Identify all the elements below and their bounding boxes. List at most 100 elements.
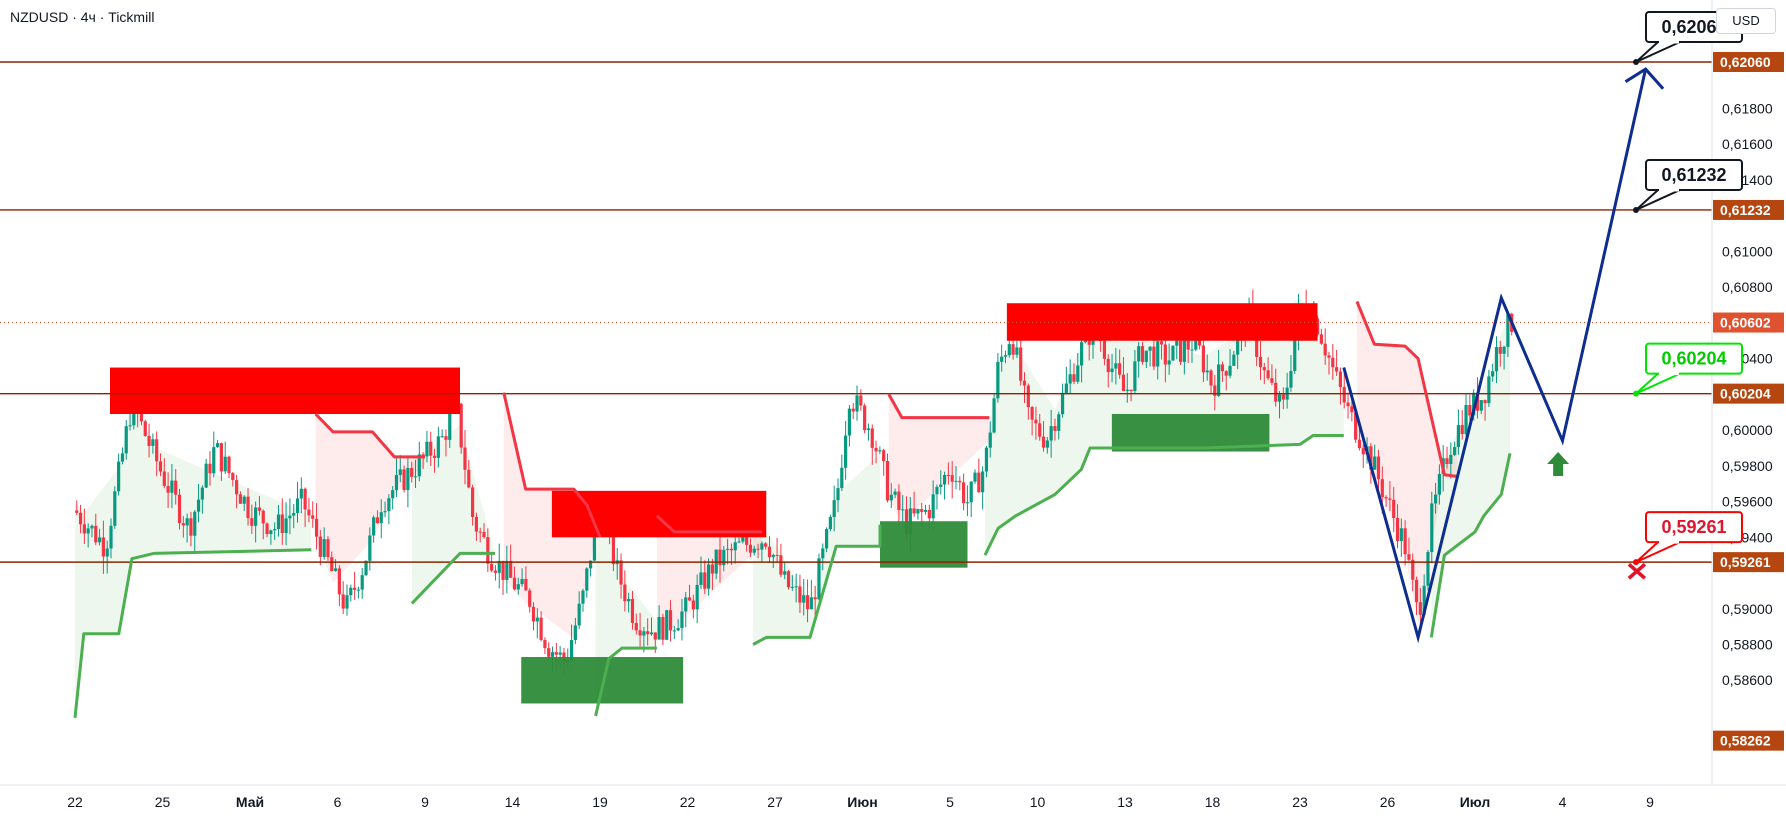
level-price-badge: 0,62060 (1713, 52, 1784, 72)
candle (82, 508, 86, 545)
projection-path[interactable] (1342, 68, 1648, 644)
candle (1201, 335, 1205, 382)
candle (672, 625, 676, 639)
candle (543, 637, 547, 654)
candle (181, 516, 185, 538)
candle (695, 574, 699, 624)
candle (1114, 348, 1118, 385)
candle (817, 553, 821, 601)
supertrend-up-fill (595, 519, 657, 716)
time-tick-label: 4 (1559, 794, 1567, 810)
level-price-badge: 0,59261 (1713, 552, 1784, 573)
candle (1213, 375, 1217, 411)
time-tick-label: 9 (421, 794, 429, 810)
candle (539, 611, 543, 642)
candle (512, 566, 517, 591)
candle (1361, 444, 1365, 469)
time-tick-label: 26 (1380, 794, 1396, 810)
candle (326, 536, 330, 561)
candle (969, 481, 973, 518)
candle (680, 598, 684, 641)
candle (1399, 518, 1403, 557)
candle (882, 448, 886, 476)
green-up-arrow-icon (1547, 452, 1570, 477)
candle (786, 570, 791, 590)
candle (1384, 495, 1388, 507)
candle (1498, 340, 1502, 367)
candle (231, 471, 235, 487)
currency-button[interactable]: USD (1716, 8, 1776, 34)
candle (893, 488, 897, 499)
candle (478, 527, 482, 543)
candle (425, 430, 429, 463)
candle (105, 540, 109, 574)
candle (1460, 410, 1464, 440)
candle (394, 458, 399, 497)
candle (950, 461, 954, 499)
supertrend-down-line (1355, 300, 1458, 478)
price-tick-label: 0,61000 (1722, 243, 1773, 259)
supertrend-up-line (983, 434, 1344, 556)
candle (1026, 383, 1030, 420)
candle (866, 423, 871, 441)
candle (398, 455, 402, 483)
candle (1034, 406, 1038, 440)
candle (459, 402, 463, 454)
svg-text:0,59261: 0,59261 (1661, 517, 1726, 537)
candle (844, 420, 848, 480)
candle (314, 503, 319, 550)
candle (440, 429, 444, 438)
price-tick-label: 0,61800 (1722, 100, 1773, 116)
time-tick-label: 23 (1292, 794, 1308, 810)
candle (1392, 487, 1396, 533)
candle (847, 404, 852, 447)
supertrend-down-line (655, 514, 762, 534)
candle (1403, 520, 1407, 566)
candle (288, 498, 292, 535)
candle (383, 501, 387, 518)
price-callout[interactable]: 0,61232 (1633, 158, 1743, 213)
svg-text:0,61232: 0,61232 (1720, 202, 1771, 218)
callouts: 0,62060 0,61232 0,60204 0,59261 (1633, 11, 1743, 566)
price-callout[interactable]: 0,62060 (1633, 11, 1743, 65)
candle (311, 501, 315, 528)
candle (958, 476, 962, 491)
candle (1293, 337, 1297, 374)
candle (1338, 367, 1343, 405)
price-tick-label: 0,59800 (1722, 458, 1773, 474)
candle (280, 498, 284, 545)
time-tick-label: 25 (155, 794, 171, 810)
candle (109, 518, 113, 559)
candle (215, 440, 220, 448)
level-price-badge: 0,60204 (1713, 383, 1784, 404)
price-callout[interactable]: 0,59261 (1633, 511, 1743, 566)
candle (497, 543, 501, 589)
candle (752, 545, 756, 556)
candle (1072, 363, 1076, 385)
candle (870, 424, 874, 465)
candle (174, 469, 178, 505)
candle (1430, 491, 1434, 564)
candle (1167, 343, 1171, 375)
candle (988, 421, 992, 458)
candle (1274, 368, 1278, 407)
svg-text:0,60204: 0,60204 (1661, 349, 1726, 369)
price-callout[interactable]: 0,60204 (1633, 342, 1743, 397)
candle (1479, 399, 1483, 415)
candle (292, 504, 296, 529)
candle (649, 617, 654, 636)
candle (1449, 442, 1453, 479)
supertrend-up-line (73, 548, 312, 718)
svg-text:0,60602: 0,60602 (1720, 315, 1771, 331)
candle (946, 462, 950, 485)
candle (619, 553, 623, 599)
candle (760, 541, 764, 562)
candle (783, 561, 787, 580)
time-tick-label: 14 (505, 794, 521, 810)
candle (1121, 357, 1126, 392)
candle (676, 619, 680, 631)
candle (467, 460, 471, 489)
time-tick-label: Июл (1460, 794, 1491, 810)
